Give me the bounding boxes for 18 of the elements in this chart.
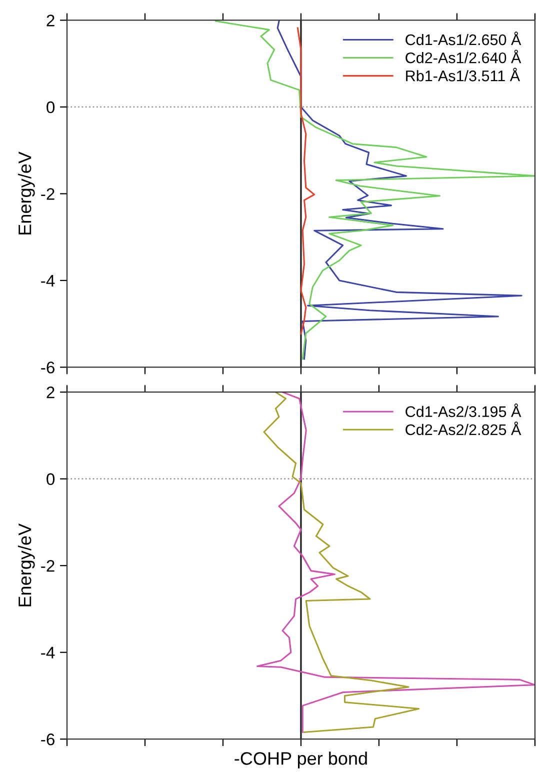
y-tick-label: 2 bbox=[46, 14, 54, 26]
y-tick-label: -2 bbox=[41, 560, 54, 572]
y-tick-label: -6 bbox=[41, 734, 54, 746]
legend-label: Cd1-As1/2.650 Å bbox=[406, 32, 522, 46]
y-axis-title: Energy/eV bbox=[18, 152, 35, 234]
y-tick-label: -4 bbox=[41, 275, 55, 287]
legend-label: Cd2-As1/2.640 Å bbox=[406, 50, 522, 64]
legend-label: Cd1-As2/3.195 Å bbox=[406, 404, 522, 418]
y-tick-label: 0 bbox=[46, 101, 55, 114]
legend-label: Rb1-As1/3.511 Å bbox=[406, 68, 520, 82]
x-axis-title: -COHP per bond bbox=[234, 752, 367, 768]
y-tick-label: -4 bbox=[41, 646, 55, 658]
y-tick-label: 0 bbox=[46, 473, 55, 486]
y-tick-label: -2 bbox=[41, 188, 54, 200]
y-axis-title: Energy/eV bbox=[18, 524, 35, 606]
legend-label: Cd2-As2/2.825 Å bbox=[406, 422, 522, 436]
y-tick-label: -6 bbox=[41, 362, 54, 374]
y-tick-label: 2 bbox=[46, 386, 54, 398]
